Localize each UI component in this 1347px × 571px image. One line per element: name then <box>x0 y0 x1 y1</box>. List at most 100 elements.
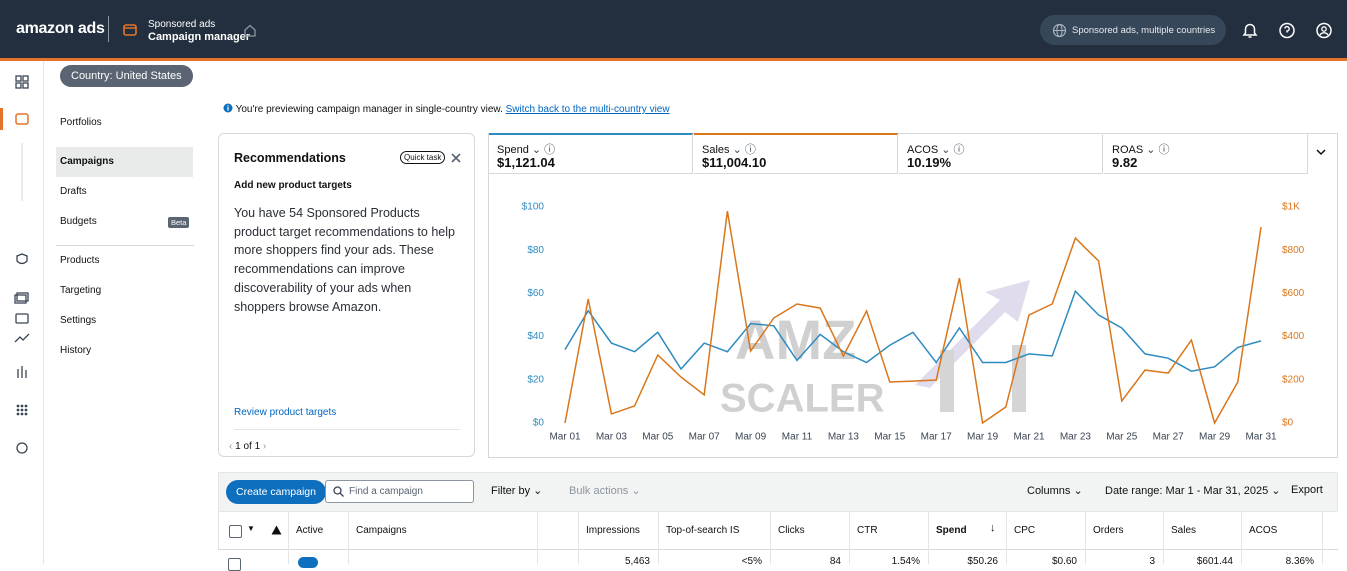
table-cell: 1.54% <box>891 556 920 567</box>
column-header[interactable]: CTR <box>857 525 878 536</box>
nav-item[interactable]: Campaigns <box>60 156 114 167</box>
column-divider <box>1006 512 1007 564</box>
y2-tick-label: $600 <box>1282 288 1305 299</box>
card-tag: Quick task <box>400 151 446 164</box>
column-divider <box>1241 512 1242 564</box>
header-icons[interactable] <box>1241 22 1341 40</box>
y-tick-label: $0 <box>533 418 545 429</box>
metric-name: Spend ⌄ ⓘ <box>497 144 556 156</box>
search-box[interactable]: Find a campaign <box>325 480 474 503</box>
watermark: AMZ SCALER <box>720 280 1030 421</box>
column-header[interactable]: Spend <box>936 525 967 536</box>
x-tick-label: Mar 31 <box>1245 432 1277 443</box>
column-header[interactable]: Orders <box>1093 525 1124 536</box>
recommendation-card: Recommendations Quick task Add new produ… <box>218 133 475 457</box>
alert-icon <box>271 525 282 535</box>
column-header[interactable]: Active <box>296 525 324 536</box>
column-header[interactable]: Campaigns <box>356 525 407 536</box>
table-cell: $0.60 <box>1051 556 1077 567</box>
x-tick-label: Mar 23 <box>1060 432 1092 443</box>
column-header[interactable]: Impressions <box>586 525 640 536</box>
date-range-text: Date range: Mar 1 - Mar 31, 2025 <box>1105 485 1269 497</box>
account-switcher[interactable]: Sponsored ads, multiple countries <box>1040 15 1226 45</box>
x-tick-label: Mar 07 <box>689 432 721 443</box>
sort-indicator[interactable]: ↓ <box>990 522 996 534</box>
table-cell: $601.44 <box>1196 556 1233 567</box>
metric-name: ACOS ⌄ ⓘ <box>907 144 965 156</box>
metric-tab[interactable]: Sales ⌄ ⓘ $11,004.10 <box>694 133 898 174</box>
y2-tick-label: $400 <box>1282 331 1305 342</box>
watermark-arrow <box>915 280 1030 388</box>
column-header[interactable]: Sales <box>1171 525 1197 536</box>
x-tick-label: Mar 11 <box>782 432 813 443</box>
card-link[interactable]: Review product targets <box>234 407 337 418</box>
column-divider <box>578 512 579 564</box>
y-tick-label: $60 <box>527 288 544 299</box>
tabs-expand[interactable] <box>1315 148 1327 158</box>
filter-button[interactable]: Filter by ⌄ <box>491 485 543 497</box>
nav-item[interactable]: Settings <box>60 315 97 326</box>
metric-tab[interactable]: Spend ⌄ ⓘ $1,121.04 <box>489 133 693 174</box>
home-icon[interactable] <box>243 24 257 37</box>
export-button[interactable]: Export <box>1291 484 1323 496</box>
metric-value: 10.19% <box>907 155 952 170</box>
nav-item[interactable]: Drafts <box>60 186 87 197</box>
nav-item[interactable]: Portfolios <box>60 117 102 128</box>
date-range-button[interactable]: Date range: Mar 1 - Mar 31, 2025 ⌄ <box>1105 485 1281 497</box>
nav-item[interactable]: Products <box>60 255 100 266</box>
rail-icons[interactable] <box>0 61 43 461</box>
x-tick-label: Mar 19 <box>967 432 999 443</box>
column-divider <box>658 512 659 564</box>
column-divider <box>1322 512 1323 564</box>
y-tick-label: $100 <box>522 202 545 213</box>
country-pill[interactable]: Country: United States <box>60 65 193 87</box>
y-tick-label: $20 <box>527 374 544 385</box>
column-header[interactable]: CPC <box>1014 525 1036 536</box>
search-icon <box>333 486 344 497</box>
column-header[interactable]: ACOS <box>1249 525 1278 536</box>
banner-link[interactable]: Switch back to the multi-country view <box>505 104 670 115</box>
columns-button[interactable]: Columns ⌄ <box>1027 485 1083 497</box>
column-divider <box>1085 512 1086 564</box>
metric-name: Sales ⌄ ⓘ <box>702 144 756 156</box>
info-icon <box>223 103 233 113</box>
watermark-text: AMZ <box>735 308 856 371</box>
nav-item[interactable]: History <box>60 345 92 356</box>
metric-controls[interactable]: ⌄ ⓘ <box>1143 144 1170 156</box>
product-name: Sponsored ads <box>148 19 216 30</box>
table-cell: <5% <box>741 556 762 567</box>
nav-item[interactable]: Targeting <box>60 285 102 296</box>
row-checkbox[interactable] <box>228 558 241 571</box>
chart-panel <box>488 133 1338 458</box>
active-toggle[interactable] <box>298 557 318 568</box>
metric-tab[interactable]: ACOS ⌄ ⓘ 10.19% <box>899 133 1103 174</box>
metric-value: $1,121.04 <box>497 155 555 170</box>
metric-controls[interactable]: ⌄ ⓘ <box>729 144 756 156</box>
nav-item[interactable]: Budgets <box>60 216 97 227</box>
x-tick-label: Mar 21 <box>1013 432 1045 443</box>
column-divider <box>1163 512 1164 564</box>
nav-panel: Beta Portfolios Campaigns Drafts Budgets Pro… <box>43 61 205 461</box>
create-button[interactable]: Create campaign <box>226 480 326 504</box>
logo[interactable]: amazon ads <box>16 20 105 37</box>
column-header[interactable]: Clicks <box>778 525 805 536</box>
select-menu[interactable]: ▼ <box>247 524 255 533</box>
close-icon[interactable] <box>451 153 461 163</box>
column-header[interactable]: Top-of-search IS <box>666 525 740 536</box>
x-tick-label: Mar 03 <box>596 432 628 443</box>
bulk-button[interactable]: Bulk actions ⌄ <box>569 485 641 497</box>
metric-controls[interactable]: ⌄ ⓘ <box>528 144 556 156</box>
y-tick-label: $40 <box>527 331 544 342</box>
metric-controls[interactable]: ⌄ ⓘ <box>938 144 965 156</box>
column-divider <box>849 512 850 564</box>
table-header: ▼ <box>218 512 1338 550</box>
x-tick-label: Mar 05 <box>642 432 674 443</box>
select-all[interactable] <box>229 525 242 538</box>
globe-icon <box>1052 23 1067 38</box>
table-cell: 3 <box>1149 556 1155 567</box>
column-divider <box>348 512 349 564</box>
y2-tick-label: $200 <box>1282 374 1305 385</box>
metric-tab[interactable]: ROAS ⌄ ⓘ 9.82 <box>1104 133 1308 174</box>
